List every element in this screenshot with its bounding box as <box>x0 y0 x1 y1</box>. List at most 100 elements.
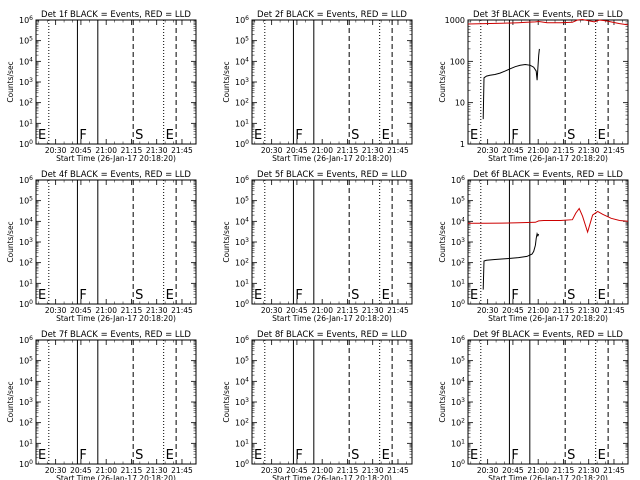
x-tick-label: 21:15 <box>553 146 575 155</box>
x-tick-label: 21:45 <box>387 306 409 315</box>
y-tick-label: 106 <box>235 335 249 345</box>
y-tick-label: 105 <box>235 356 249 366</box>
time-marker-label: F <box>511 128 518 143</box>
x-tick-label: 21:45 <box>387 146 409 155</box>
y-axis-label: Counts/sec <box>222 61 231 102</box>
y-tick-label: 105 <box>19 356 33 366</box>
y-tick-label: 105 <box>19 36 33 46</box>
panel-title: Det 1f BLACK = Events, RED = LLD <box>41 10 191 20</box>
plot-frame <box>467 19 629 145</box>
series-lld-line <box>467 18 629 26</box>
detector-panel-6: Det 6f BLACK = Events, RED = LLD 100 101 10… <box>438 170 629 323</box>
x-tick-label: 21:15 <box>337 466 359 475</box>
time-marker-label: S <box>351 128 359 143</box>
time-marker-label: S <box>135 448 143 463</box>
series-events-line <box>482 232 540 290</box>
y-axis-label: Counts/sec <box>222 221 231 262</box>
y-tick-label: 104 <box>235 216 249 226</box>
x-tick-label: 20:30 <box>477 146 499 155</box>
y-tick-label: 106 <box>235 175 249 185</box>
y-tick-label: 104 <box>19 376 33 386</box>
x-axis-label: Start Time (26-Jan-17 20:18:20) <box>488 154 608 163</box>
panel-title: Det 7f BLACK = Events, RED = LLD <box>41 330 191 340</box>
y-tick-label: 100 <box>19 459 33 469</box>
time-marker-label: E <box>254 448 262 463</box>
y-tick-label: 103 <box>235 397 249 407</box>
x-tick-label: 20:30 <box>477 306 499 315</box>
x-tick-label: 20:30 <box>261 466 283 475</box>
y-tick-label: 1000 <box>445 16 465 25</box>
x-tick-label: 21:45 <box>603 146 625 155</box>
y-tick-label: 100 <box>19 299 33 309</box>
detector-panel-7: Det 7f BLACK = Events, RED = LLD 100 101 10… <box>6 330 197 480</box>
y-tick-label: 103 <box>451 237 465 247</box>
x-tick-label: 21:00 <box>95 306 117 315</box>
y-tick-label: 10 <box>455 99 465 108</box>
time-marker-label: F <box>295 448 302 463</box>
y-tick-label: 100 <box>451 459 465 469</box>
time-marker-label: E <box>166 128 174 143</box>
y-tick-label: 106 <box>19 15 33 25</box>
y-tick-label: 102 <box>451 258 465 268</box>
time-marker-label: E <box>382 288 390 303</box>
y-tick-label: 102 <box>19 98 33 108</box>
y-axis-label: Counts/sec <box>6 381 15 422</box>
y-tick-label: 105 <box>451 356 465 366</box>
y-axis-label: Counts/sec <box>222 381 231 422</box>
x-axis-label: Start Time (26-Jan-17 20:18:20) <box>56 474 176 480</box>
y-tick-label: 105 <box>235 196 249 206</box>
x-tick-label: 21:30 <box>578 306 600 315</box>
y-tick-label: 104 <box>235 376 249 386</box>
y-axis-label: Counts/sec <box>438 221 447 262</box>
y-tick-label: 103 <box>235 237 249 247</box>
x-tick-label: 21:45 <box>603 306 625 315</box>
time-marker-label: E <box>254 128 262 143</box>
time-marker-label: F <box>295 288 302 303</box>
y-tick-label: 105 <box>235 36 249 46</box>
y-axis-label: Counts/sec <box>6 221 15 262</box>
x-tick-label: 21:45 <box>171 466 193 475</box>
x-tick-label: 21:15 <box>553 466 575 475</box>
y-tick-label: 106 <box>451 175 465 185</box>
y-tick-label: 100 <box>19 139 33 149</box>
y-tick-label: 105 <box>451 196 465 206</box>
y-tick-label: 101 <box>19 118 33 128</box>
x-tick-label: 21:15 <box>337 306 359 315</box>
detector-panel-2: Det 2f BLACK = Events, RED = LLD 100 101 10… <box>222 10 413 163</box>
time-marker-label: S <box>351 448 359 463</box>
x-tick-label: 20:45 <box>70 146 92 155</box>
plot-frame <box>251 19 413 145</box>
time-marker-label: E <box>598 288 606 303</box>
time-marker-label: F <box>79 448 86 463</box>
x-axis-label: Start Time (26-Jan-17 20:18:20) <box>488 314 608 323</box>
time-marker-label: E <box>382 448 390 463</box>
x-tick-label: 21:30 <box>578 466 600 475</box>
x-tick-label: 20:30 <box>45 466 67 475</box>
time-marker-label: E <box>382 128 390 143</box>
x-tick-label: 21:30 <box>362 146 384 155</box>
x-tick-label: 21:00 <box>311 146 333 155</box>
plot-frame <box>251 179 413 305</box>
plot-frame <box>35 19 197 145</box>
x-tick-label: 21:45 <box>171 146 193 155</box>
time-marker-label: E <box>38 128 46 143</box>
x-tick-label: 21:00 <box>95 466 117 475</box>
time-marker-label: E <box>254 288 262 303</box>
time-marker-label: E <box>166 288 174 303</box>
time-marker-label: S <box>135 288 143 303</box>
x-tick-label: 21:30 <box>578 146 600 155</box>
x-axis-label: Start Time (26-Jan-17 20:18:20) <box>272 154 392 163</box>
panel-title: Det 3f BLACK = Events, RED = LLD <box>473 10 623 20</box>
time-marker-label: S <box>135 128 143 143</box>
detector-panel-5: Det 5f BLACK = Events, RED = LLD 100 101 10… <box>222 170 413 323</box>
x-tick-label: 20:30 <box>45 146 67 155</box>
panel-title: Det 4f BLACK = Events, RED = LLD <box>41 170 191 180</box>
x-tick-label: 20:45 <box>286 466 308 475</box>
y-tick-label: 106 <box>235 15 249 25</box>
x-tick-label: 20:30 <box>477 466 499 475</box>
detector-panel-1: Det 1f BLACK = Events, RED = LLD 100 101 10… <box>6 10 197 163</box>
y-tick-label: 102 <box>19 418 33 428</box>
detector-panel-3: Det 3f BLACK = Events, RED = LLD 1 10 100 10… <box>438 10 629 163</box>
time-marker-label: F <box>511 288 518 303</box>
time-marker-label: E <box>598 128 606 143</box>
